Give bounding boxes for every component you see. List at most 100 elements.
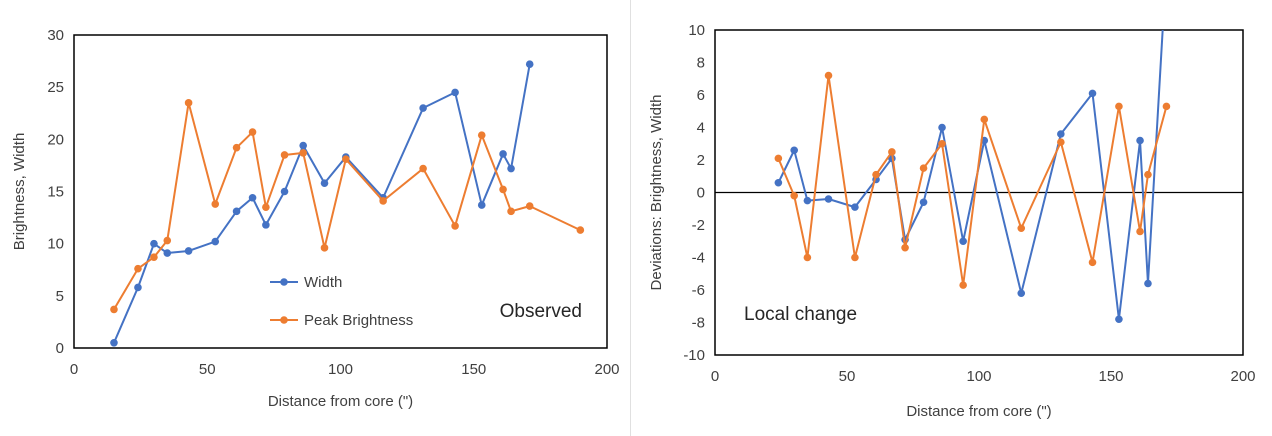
x-tick-label: 150	[1098, 368, 1123, 385]
series-line-peak-brightness	[113, 101, 581, 310]
data-point-width	[110, 338, 118, 347]
data-point-width	[824, 195, 833, 203]
data-point-width	[774, 178, 783, 187]
local-change-chart-panel: 0 50 100 150 200 -10 -8 -6 -4 -2 0 2 4 6 8 10 Distance f…	[630, 0, 1272, 436]
y-axis-title: Deviations: Brightness, Width	[648, 95, 665, 291]
data-point-peak-brightness	[499, 185, 507, 194]
y-tick-label: 8	[697, 55, 705, 72]
data-point-peak-brightness	[150, 253, 158, 262]
data-point-peak-brightness	[342, 155, 350, 163]
data-point-width	[1088, 89, 1097, 98]
data-point-peak-brightness	[938, 139, 946, 148]
data-point-width	[419, 104, 427, 112]
data-point-width	[1017, 289, 1026, 298]
data-point-width	[150, 239, 158, 248]
data-point-peak-brightness	[872, 170, 880, 179]
data-point-width	[803, 196, 812, 205]
data-point-peak-brightness	[211, 200, 220, 208]
data-point-peak-brightness	[1057, 138, 1065, 146]
legend-label-peak-brightness: Peak Brightness	[304, 312, 413, 329]
legend-marker-peak-brightness	[280, 316, 288, 324]
data-point-width	[851, 203, 859, 211]
data-point-peak-brightness	[163, 236, 172, 245]
data-point-peak-brightness	[1088, 258, 1097, 267]
data-point-width	[1144, 279, 1152, 288]
y-tick-label: 5	[56, 288, 64, 305]
y-tick-label: 10	[688, 22, 705, 39]
data-point-peak-brightness	[477, 131, 486, 139]
x-axis-title: Distance from core (")	[268, 393, 413, 410]
data-point-peak-brightness	[525, 202, 534, 210]
data-point-width	[1136, 136, 1144, 145]
x-tick-label: 150	[461, 361, 486, 378]
data-point-peak-brightness	[790, 191, 798, 200]
data-point-width	[184, 247, 193, 255]
observed-chart: 0 50 100 150 200 0 5 10 15 20 25 30 Distance from co…	[11, 27, 620, 410]
y-tick-label: 15	[47, 184, 64, 201]
data-point-peak-brightness	[959, 281, 967, 289]
data-point-peak-brightness	[507, 207, 515, 216]
data-point-width	[299, 141, 307, 150]
plot-area-frame	[73, 34, 608, 349]
plot-series-group	[774, 30, 1171, 324]
data-point-peak-brightness	[184, 99, 193, 107]
data-point-peak-brightness	[248, 128, 257, 136]
data-point-width	[262, 221, 270, 229]
y-tick-label: -8	[692, 315, 705, 332]
data-point-peak-brightness	[451, 222, 459, 230]
data-point-peak-brightness	[576, 226, 585, 234]
data-point-width	[919, 198, 928, 207]
data-point-width	[451, 88, 459, 97]
x-axis-title: Distance from core (")	[906, 403, 1051, 420]
data-point-width	[211, 237, 220, 246]
legend-label-width: Width	[304, 274, 342, 291]
y-tick-label: -4	[692, 250, 705, 267]
x-tick-label: 100	[328, 361, 353, 378]
y-tick-label: 4	[697, 120, 705, 137]
data-point-peak-brightness	[320, 244, 329, 252]
data-point-width	[959, 237, 967, 246]
data-point-peak-brightness	[232, 143, 241, 152]
data-point-peak-brightness	[280, 151, 289, 159]
data-point-peak-brightness	[888, 148, 896, 156]
data-point-peak-brightness	[1136, 227, 1144, 236]
data-point-width	[1115, 315, 1123, 324]
y-tick-label: -10	[683, 347, 705, 364]
x-tick-label: 0	[70, 361, 78, 378]
observed-chart-panel: 0 50 100 150 200 0 5 10 15 20 25 30 Distance from co…	[0, 0, 630, 436]
y-axis-title: Brightness, Width	[11, 133, 28, 251]
data-point-width	[1057, 130, 1065, 138]
data-point-peak-brightness	[1115, 102, 1123, 111]
data-point-width	[134, 283, 142, 292]
y-tick-label: 0	[697, 185, 705, 202]
data-point-peak-brightness	[851, 253, 859, 262]
x-tick-label: 0	[711, 368, 719, 385]
x-tick-label: 50	[839, 368, 856, 385]
plot-series-group	[110, 60, 585, 347]
data-point-width	[499, 150, 507, 158]
series-line-width	[113, 64, 531, 344]
data-point-peak-brightness	[110, 305, 118, 314]
local-change-chart: 0 50 100 150 200 -10 -8 -6 -4 -2 0 2 4 6 8 10 Distance f…	[648, 22, 1256, 420]
data-point-peak-brightness	[901, 243, 909, 252]
data-point-width	[507, 164, 515, 173]
chart-annotation: Local change	[744, 304, 857, 325]
data-point-peak-brightness	[134, 264, 142, 273]
data-point-peak-brightness	[774, 154, 783, 163]
data-point-width	[320, 179, 329, 187]
data-point-peak-brightness	[379, 197, 387, 205]
y-tick-label: 25	[47, 79, 64, 96]
y-tick-label: 30	[47, 27, 64, 44]
x-tick-label: 50	[199, 361, 216, 378]
data-point-width	[790, 146, 798, 155]
y-tick-label: 6	[697, 87, 705, 104]
y-tick-label: 10	[47, 236, 64, 253]
data-point-peak-brightness	[1017, 224, 1026, 233]
x-tick-label: 200	[594, 361, 619, 378]
data-point-peak-brightness	[1144, 170, 1152, 179]
data-point-peak-brightness	[262, 203, 270, 211]
data-point-width	[163, 249, 172, 257]
y-tick-label: 2	[697, 152, 705, 169]
data-point-width	[248, 193, 257, 202]
data-point-width	[525, 60, 534, 69]
